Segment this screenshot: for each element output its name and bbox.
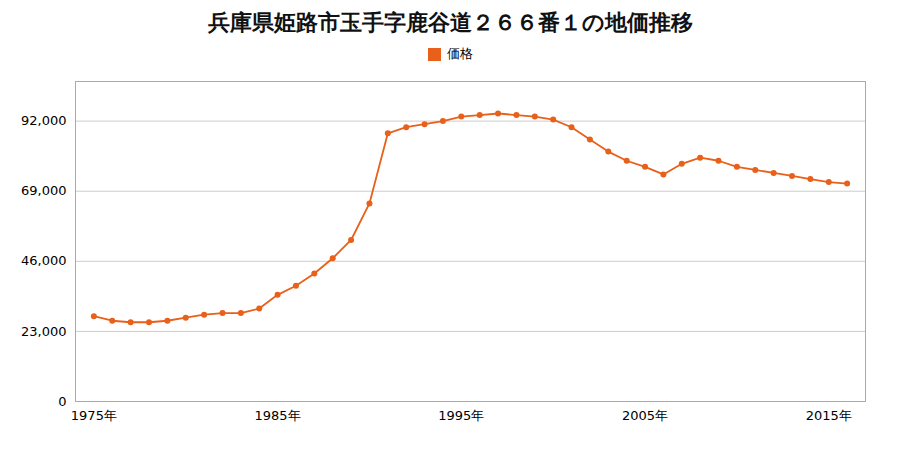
svg-text:92,000: 92,000	[21, 113, 67, 128]
svg-text:2005年: 2005年	[622, 408, 668, 423]
html-text:兵庫県姫路市玉手字鹿谷道２６６番１の地価推移: 兵庫県姫路市玉手字鹿谷道２６６番１の地価推移	[207, 10, 693, 35]
svg-text:46,000: 46,000	[21, 253, 67, 268]
svg-text:2015年: 2015年	[806, 408, 852, 423]
svg-text:0: 0	[58, 394, 66, 409]
html-text:価格: 価格	[446, 46, 473, 61]
svg-text:1995年: 1995年	[438, 408, 484, 423]
svg-text:1975年: 1975年	[71, 408, 117, 423]
svg-text:69,000: 69,000	[21, 183, 67, 198]
svg-text:1985年: 1985年	[255, 408, 301, 423]
svg-text:23,000: 23,000	[21, 324, 67, 339]
